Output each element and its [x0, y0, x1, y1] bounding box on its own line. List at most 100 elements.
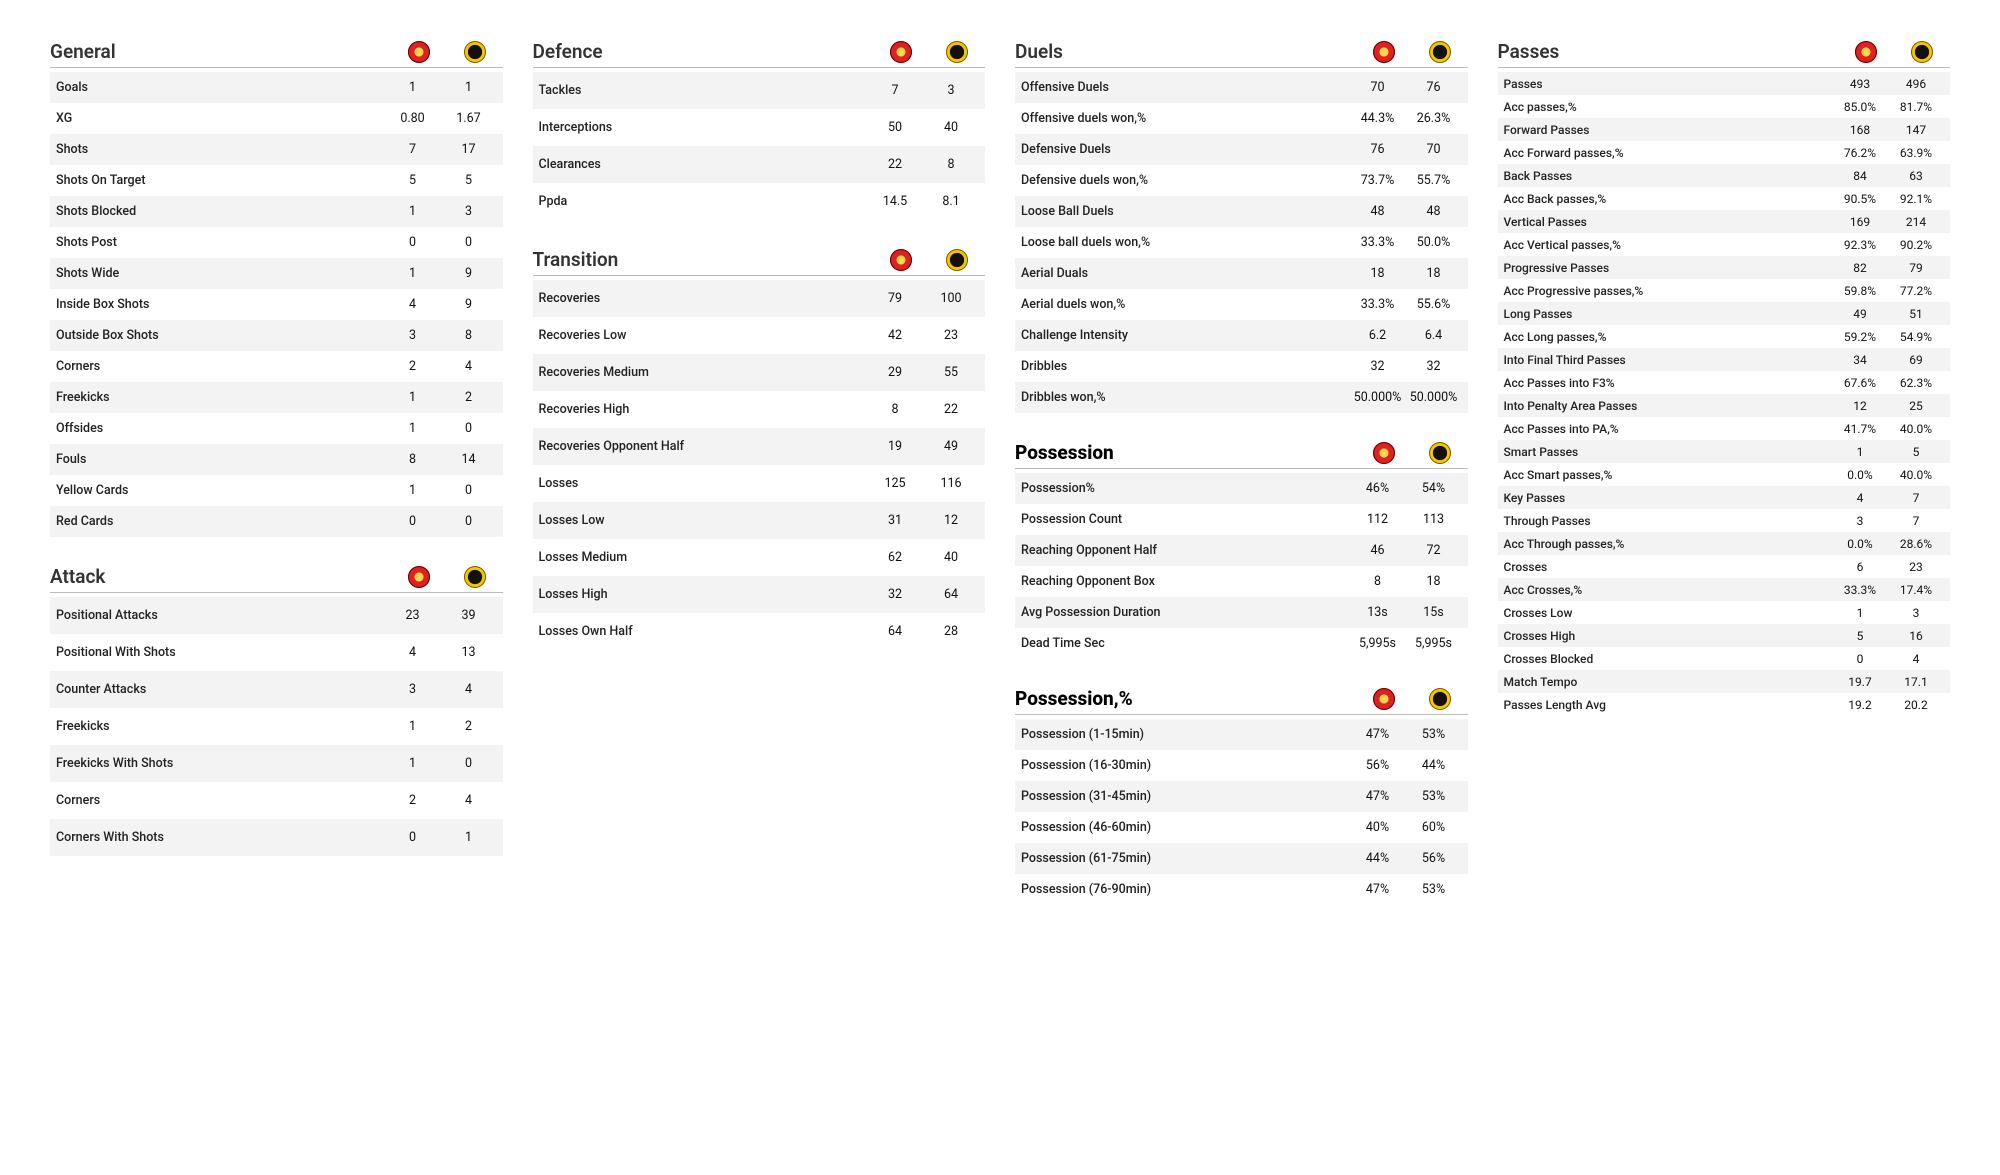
section-header: Duels: [1015, 40, 1468, 68]
table-row: Loose ball duels won,%33.3%50.0%: [1015, 227, 1468, 258]
stat-value-team-a: 12: [1832, 399, 1888, 413]
stat-label: Through Passes: [1504, 514, 1833, 528]
stat-value-team-b: 116: [923, 476, 979, 491]
table-row: Offsides10: [50, 413, 503, 444]
stat-label: Ppda: [539, 194, 868, 209]
stat-value-team-a: 59.2%: [1832, 330, 1888, 344]
stat-label: Freekicks: [56, 719, 385, 734]
stat-label: Loose Ball Duels: [1021, 204, 1350, 219]
stat-label: Match Tempo: [1504, 675, 1833, 689]
stat-value-team-a: 46: [1350, 543, 1406, 558]
table-row: Fouls814: [50, 444, 503, 475]
stat-value-team-a: 168: [1832, 123, 1888, 137]
table-row: Losses High3264: [533, 576, 986, 613]
stat-value-team-b: 26.3%: [1406, 111, 1462, 126]
table-row: Counter Attacks34: [50, 671, 503, 708]
table-row: XG0.801.67: [50, 103, 503, 134]
stat-value-team-a: 1: [385, 756, 441, 771]
stat-value-team-a: 50.000%: [1350, 390, 1406, 405]
stat-value-team-a: 6.2: [1350, 328, 1406, 343]
stat-label: Crosses High: [1504, 629, 1833, 643]
stat-value-team-a: 64: [867, 624, 923, 639]
stat-value-team-a: 1: [385, 483, 441, 498]
stat-label: Defensive Duels: [1021, 142, 1350, 157]
stat-value-team-b: 81.7%: [1888, 100, 1944, 114]
table-row: Passes Length Avg19.220.2: [1498, 693, 1951, 716]
stat-value-team-a: 3: [1832, 514, 1888, 528]
section-possession: PossessionPossession%46%54%Possession Co…: [1015, 441, 1468, 659]
stat-label: Dribbles won,%: [1021, 390, 1350, 405]
section-passes: PassesPasses493496Acc passes,%85.0%81.7%…: [1498, 40, 1951, 716]
stat-label: Losses Medium: [539, 550, 868, 565]
stat-value-team-b: 8: [923, 157, 979, 172]
team-b-badge-icon: [447, 566, 503, 588]
table-row: Aerial Duals1818: [1015, 258, 1468, 289]
section-title: Passes: [1498, 40, 1839, 63]
table-row: Challenge Intensity6.26.4: [1015, 320, 1468, 351]
section-header: Defence: [533, 40, 986, 68]
table-row: Acc Progressive passes,%59.8%77.2%: [1498, 279, 1951, 302]
stat-value-team-b: 18: [1406, 574, 1462, 589]
stat-value-team-a: 19.2: [1832, 698, 1888, 712]
section-transition: TransitionRecoveries79100Recoveries Low4…: [533, 248, 986, 650]
stat-label: Back Passes: [1504, 169, 1833, 183]
stat-value-team-a: 42: [867, 328, 923, 343]
stat-label: Acc passes,%: [1504, 100, 1833, 114]
stat-value-team-a: 46%: [1350, 481, 1406, 496]
table-row: Freekicks12: [50, 708, 503, 745]
stat-value-team-b: 39: [441, 608, 497, 623]
stat-label: Losses Low: [539, 513, 868, 528]
table-row: Ppda14.58.1: [533, 183, 986, 220]
table-row: Corners With Shots01: [50, 819, 503, 856]
stat-label: Forward Passes: [1504, 123, 1833, 137]
stat-value-team-a: 84: [1832, 169, 1888, 183]
stat-value-team-b: 4: [441, 359, 497, 374]
stat-value-team-a: 23: [385, 608, 441, 623]
stat-value-team-a: 44.3%: [1350, 111, 1406, 126]
table-row: Losses Medium6240: [533, 539, 986, 576]
stat-value-team-a: 1: [385, 266, 441, 281]
stat-value-team-b: 72: [1406, 543, 1462, 558]
table-row: Acc Long passes,%59.2%54.9%: [1498, 325, 1951, 348]
team-b-badge-icon: [1894, 41, 1950, 63]
section-header: General: [50, 40, 503, 68]
stat-label: Possession (61-75min): [1021, 851, 1350, 866]
stat-value-team-b: 7: [1888, 491, 1944, 505]
table-row: Possession (46-60min)40%60%: [1015, 812, 1468, 843]
section-title: Possession: [1015, 441, 1356, 464]
stat-label: Into Penalty Area Passes: [1504, 399, 1833, 413]
stat-value-team-a: 47%: [1350, 727, 1406, 742]
stat-value-team-b: 4: [441, 682, 497, 697]
section-defence: Defence Tackles73Interceptions5040Clearan…: [533, 40, 986, 220]
stat-label: Corners: [56, 359, 385, 374]
stat-value-team-b: 17.4%: [1888, 583, 1944, 597]
stat-value-team-b: 214: [1888, 215, 1944, 229]
stat-value-team-b: 4: [441, 793, 497, 808]
stat-value-team-a: 50: [867, 120, 923, 135]
section-title: Defence: [533, 40, 874, 63]
table-row: Acc Through passes,%0.0%28.6%: [1498, 532, 1951, 555]
stat-value-team-a: 90.5%: [1832, 192, 1888, 206]
table-row: Positional With Shots413: [50, 634, 503, 671]
table-row: Long Passes4951: [1498, 302, 1951, 325]
stat-value-team-a: 1: [385, 421, 441, 436]
table-row: Shots Blocked13: [50, 196, 503, 227]
stat-value-team-a: 33.3%: [1350, 297, 1406, 312]
stat-label: Key Passes: [1504, 491, 1833, 505]
stat-label: Shots Wide: [56, 266, 385, 281]
table-row: Forward Passes168147: [1498, 118, 1951, 141]
stat-label: Reaching Opponent Box: [1021, 574, 1350, 589]
stat-value-team-b: 5: [441, 173, 497, 188]
table-row: Crosses623: [1498, 555, 1951, 578]
stat-value-team-b: 63: [1888, 169, 1944, 183]
section-rows: Offensive Duels7076Offensive duels won,%…: [1015, 72, 1468, 413]
stat-value-team-a: 1: [385, 80, 441, 95]
stat-label: Avg Possession Duration: [1021, 605, 1350, 620]
section-rows: Tackles73Interceptions5040Clearances228P…: [533, 72, 986, 220]
table-row: Into Final Third Passes3469: [1498, 348, 1951, 371]
stat-value-team-b: 50.0%: [1406, 235, 1462, 250]
stat-label: Possession (31-45min): [1021, 789, 1350, 804]
table-row: Outside Box Shots38: [50, 320, 503, 351]
stat-value-team-b: 1: [441, 80, 497, 95]
stat-value-team-b: 50.000%: [1406, 390, 1462, 405]
